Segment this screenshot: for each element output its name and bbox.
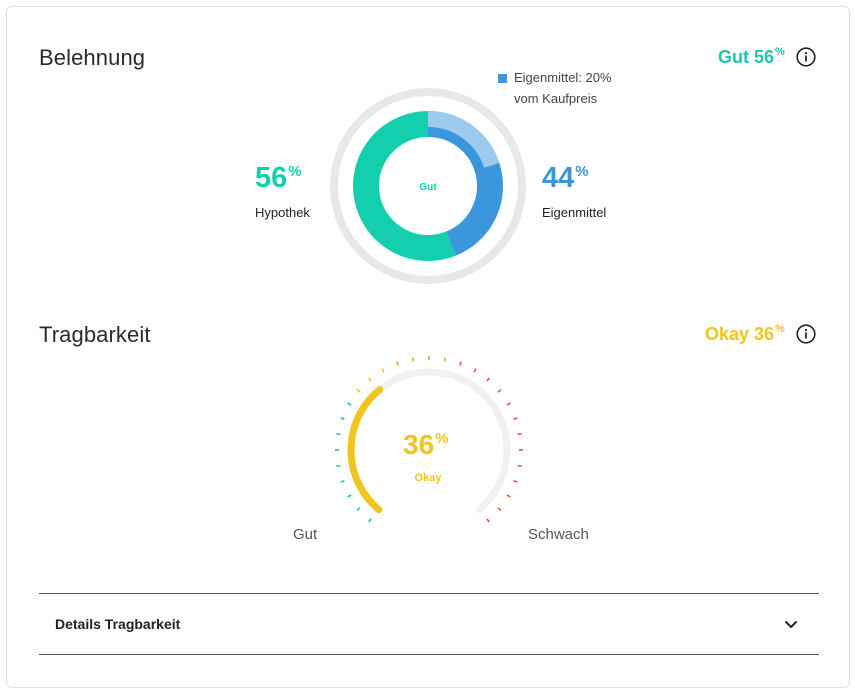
donut-segment-hypothek <box>353 111 456 261</box>
gauge-tick <box>486 518 491 523</box>
tragbarkeit-title: Tragbarkeit <box>39 322 151 347</box>
hypothek-label: Hypothek <box>255 205 310 220</box>
belehnung-rating-pct: % <box>775 46 785 58</box>
gauge-tick <box>411 357 415 362</box>
tragbarkeit-gauge <box>335 356 523 523</box>
gauge-tick <box>506 402 511 406</box>
gauge-tick <box>513 480 518 483</box>
donut-center-label: Gut <box>419 182 437 193</box>
donut-segment-min-eigenmittel <box>427 111 500 169</box>
gauge-tick <box>381 368 385 373</box>
belehnung-rating: Gut 56% <box>718 46 785 68</box>
hypothek-number: 56 <box>255 162 288 194</box>
tragbarkeit-rating: Okay 36% <box>705 323 785 345</box>
donut-outer-ring <box>330 88 526 284</box>
chevron-down-icon <box>785 621 797 628</box>
gauge-tick <box>517 432 522 436</box>
gauge-tick <box>356 507 361 512</box>
gauge-pct: % <box>435 430 449 447</box>
gauge-number: 36 <box>403 429 435 460</box>
gauge-tick <box>347 402 352 406</box>
gauge-tick <box>340 417 345 420</box>
gauge-tick <box>367 518 372 523</box>
details-tragbarkeit-toggle[interactable]: Details Tragbarkeit <box>39 594 819 654</box>
divider-top <box>39 593 819 594</box>
gauge-tick <box>497 507 502 512</box>
gauge-tick <box>443 357 447 362</box>
gauge-tick <box>517 464 522 468</box>
gauge-label-weak: Schwach <box>528 526 589 543</box>
eigenmittel-pct: % <box>575 163 589 180</box>
legend-swatch <box>498 74 507 83</box>
eigenmittel-number: 44 <box>542 162 575 194</box>
gauge-tick <box>513 417 518 420</box>
tragbarkeit-rating-pct: % <box>775 323 785 335</box>
gauge-value: 36% <box>403 431 449 459</box>
gauge-tick <box>486 377 491 382</box>
hypothek-pct: % <box>288 163 302 180</box>
details-tragbarkeit-title: Details Tragbarkeit <box>55 616 181 632</box>
gauge-tick <box>347 494 352 498</box>
gauge-ticks <box>335 356 523 523</box>
eigenmittel-label: Eigenmittel <box>542 205 607 220</box>
eigenmittel-value: 44% <box>542 164 589 193</box>
gauge-tick <box>336 464 341 468</box>
belehnung-title: Belehnung <box>39 45 146 70</box>
gauge-tick <box>459 361 462 366</box>
hypothek-value: 56% <box>255 164 302 193</box>
legend-eigenmittel-min: Eigenmittel: 20% vom Kaufpreis <box>514 70 612 106</box>
gauge-tick <box>367 377 372 382</box>
belehnung-donut-chart: Gut <box>330 88 526 284</box>
gauge-fill <box>347 386 384 514</box>
gauge-tick <box>506 494 511 498</box>
donut-segments <box>353 111 503 261</box>
gauge-label-good: Gut <box>293 526 318 543</box>
info-icon[interactable] <box>796 47 816 67</box>
gauge-status: Okay <box>414 472 442 484</box>
belehnung-rating-text: Gut 56 <box>718 47 775 67</box>
gauge-tick <box>356 388 361 393</box>
gauge-tick <box>340 480 345 483</box>
tragbarkeit-rating-text: Okay 36 <box>705 324 775 344</box>
gauge-tick <box>473 368 477 373</box>
gauge-tick <box>396 361 399 366</box>
gauge-tick <box>336 432 341 436</box>
info-icon[interactable] <box>796 324 816 344</box>
divider-bottom <box>39 654 819 655</box>
gauge-tick <box>497 388 502 393</box>
